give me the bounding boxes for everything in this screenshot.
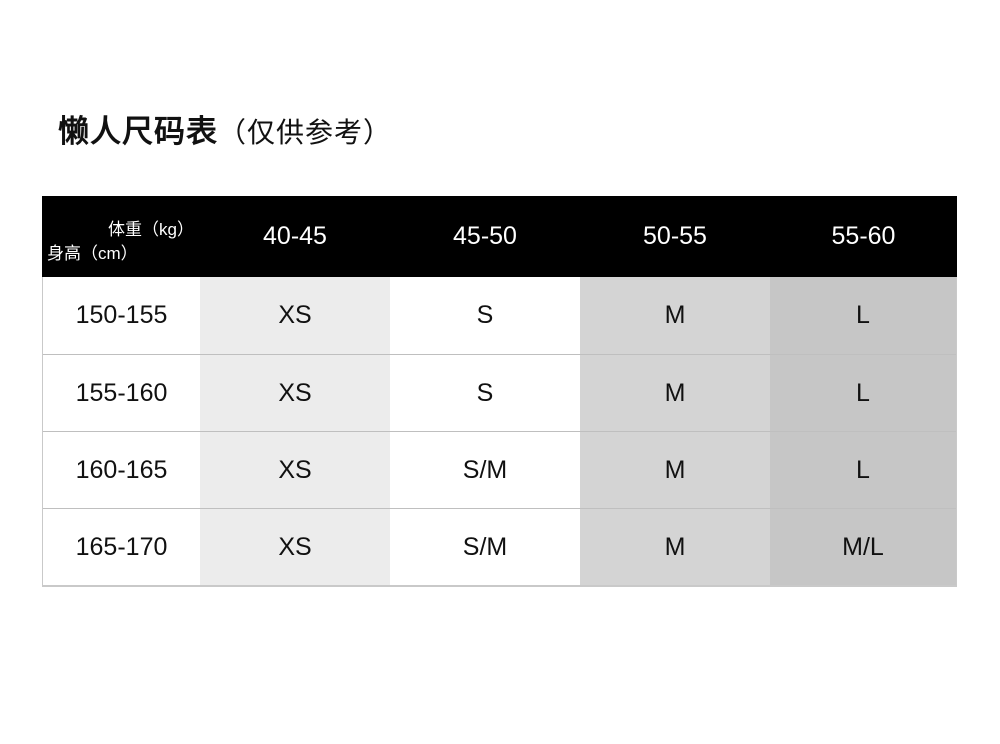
table-row: 165-170 XS S/M M M/L bbox=[43, 508, 956, 585]
size-cell: S bbox=[390, 355, 580, 431]
weight-column-header: 45-50 bbox=[453, 222, 517, 250]
table-row: 155-160 XS S M L bbox=[43, 354, 956, 431]
height-range-cell: 155-160 bbox=[43, 355, 200, 431]
weight-column-header: 50-55 bbox=[643, 222, 707, 250]
height-range-cell: 165-170 bbox=[43, 509, 200, 585]
table-row: 160-165 XS S/M M L bbox=[43, 431, 956, 508]
table-header-row: 体重（kg） 身高（cm） 40-45 45-50 50-55 55-60 bbox=[42, 196, 957, 277]
size-cell: XS bbox=[200, 355, 390, 431]
page-title: 懒人尺码表 （仅供参考） bbox=[58, 106, 392, 151]
height-range-cell: 160-165 bbox=[43, 432, 200, 508]
size-cell: M bbox=[580, 355, 770, 431]
weight-column-header: 55-60 bbox=[831, 222, 896, 250]
size-cell: S bbox=[390, 277, 580, 354]
size-cell: M/L bbox=[770, 509, 956, 585]
size-chart-table: 体重（kg） 身高（cm） 40-45 45-50 50-55 55-60 15… bbox=[42, 196, 957, 587]
table-body: 150-155 XS S M L 155-160 XS S M L 160-16… bbox=[42, 277, 957, 587]
size-cell: XS bbox=[200, 509, 390, 585]
size-cell: M bbox=[580, 277, 770, 354]
height-range-cell: 150-155 bbox=[43, 277, 200, 354]
size-cell: L bbox=[770, 355, 956, 431]
size-cell: XS bbox=[200, 432, 390, 508]
page-title-main: 懒人尺码表 bbox=[58, 114, 218, 149]
size-cell: M bbox=[580, 509, 770, 585]
size-cell: XS bbox=[200, 277, 390, 354]
corner-height-label: 身高（cm） bbox=[47, 244, 138, 263]
size-cell: L bbox=[770, 277, 956, 354]
size-cell: S/M bbox=[390, 509, 580, 585]
table-row: 150-155 XS S M L bbox=[43, 277, 956, 354]
corner-header-cell: 体重（kg） 身高（cm） bbox=[42, 196, 200, 277]
weight-column-header: 40-45 bbox=[263, 222, 327, 250]
corner-weight-label: 体重（kg） bbox=[108, 220, 194, 239]
size-cell: M bbox=[580, 432, 770, 508]
size-cell: S/M bbox=[390, 432, 580, 508]
page-title-note: （仅供参考） bbox=[218, 117, 393, 148]
size-cell: L bbox=[770, 432, 956, 508]
